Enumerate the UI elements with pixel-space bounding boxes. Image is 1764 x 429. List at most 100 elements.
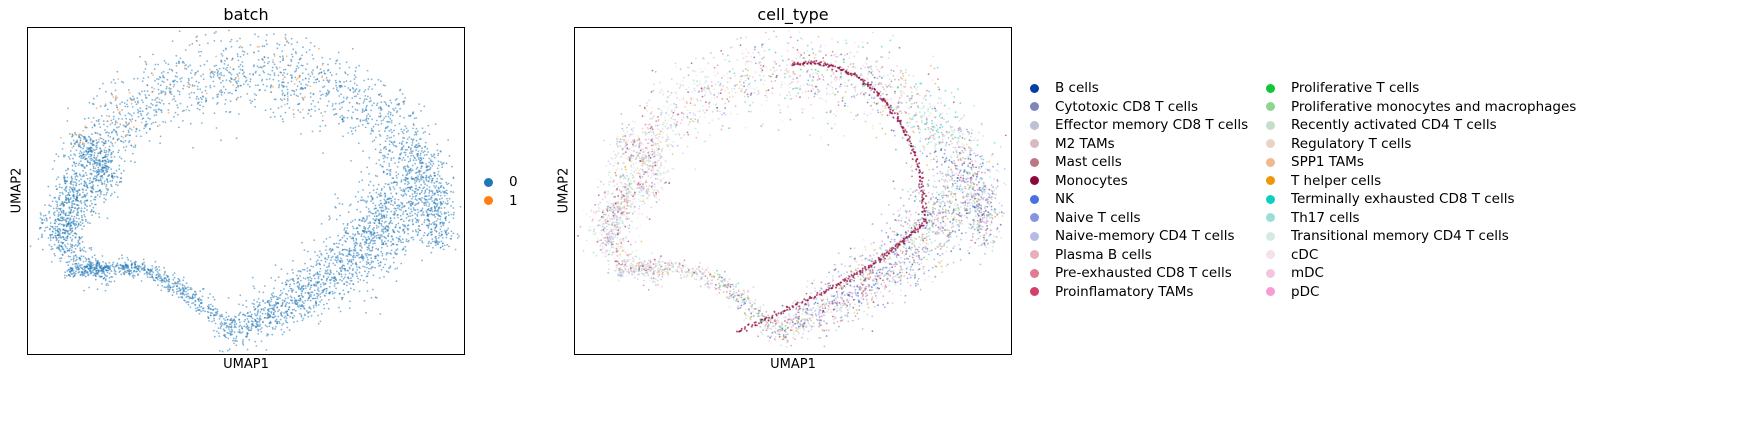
batch-point (148, 269, 150, 272)
batch-point (229, 81, 232, 83)
batch-point (90, 159, 93, 162)
batch-point (437, 218, 439, 220)
batch-point (391, 114, 394, 117)
batch-point (99, 191, 102, 194)
batch-point (283, 316, 286, 319)
batch-point (381, 220, 384, 223)
batch-point (371, 104, 374, 107)
batch-point (330, 256, 333, 259)
batch-point (298, 283, 301, 285)
batch-point (127, 123, 130, 126)
batch-point (318, 47, 320, 50)
batch-point (363, 300, 366, 302)
batch-point (436, 202, 439, 205)
batch-point (381, 204, 384, 207)
batch-point (418, 169, 421, 172)
batch-point (98, 164, 101, 167)
batch-point (142, 77, 145, 79)
batch-point (264, 109, 267, 112)
batch-point (324, 124, 327, 127)
batch-point (69, 236, 72, 239)
batch-point (336, 87, 338, 89)
batch-point (75, 162, 78, 165)
batch-point (346, 224, 349, 227)
batch-point (55, 239, 58, 242)
batch-point (427, 151, 429, 153)
batch-point (363, 79, 366, 82)
batch-point (289, 64, 292, 67)
batch-point (365, 242, 368, 245)
batch-point (444, 232, 447, 235)
batch-point (126, 105, 129, 108)
batch-point (284, 111, 287, 114)
batch-point (335, 81, 338, 84)
batch-point (149, 128, 151, 131)
batch-point (159, 142, 162, 145)
batch-point (361, 124, 364, 126)
batch-point (322, 276, 325, 278)
batch-point (338, 273, 341, 276)
batch-point (62, 228, 64, 231)
batch-point (338, 122, 340, 125)
batch-point (164, 91, 167, 94)
batch-point (115, 169, 118, 172)
batch-point (334, 206, 337, 208)
batch-point (196, 107, 199, 110)
batch-point (309, 41, 312, 44)
batch-point (44, 214, 47, 217)
batch-point (395, 223, 398, 226)
batch-point (313, 76, 315, 79)
batch-point (287, 280, 290, 283)
batch-point (112, 111, 115, 113)
batch-point (220, 324, 223, 327)
batch-point (148, 273, 151, 276)
batch-point (57, 228, 59, 230)
batch-point (67, 224, 70, 227)
batch-point (102, 82, 104, 85)
batch-point (226, 331, 229, 334)
batch-point (87, 274, 90, 276)
batch-point (345, 230, 348, 232)
batch-point (134, 101, 137, 103)
batch-point (327, 100, 330, 103)
batch-point (319, 125, 322, 128)
batch-point (381, 228, 384, 231)
batch-point (409, 188, 412, 191)
batch-point (271, 316, 274, 318)
batch-point (81, 164, 84, 166)
batch-point (402, 211, 405, 213)
batch-point (360, 196, 363, 199)
batch-point (392, 256, 395, 259)
batch-point (307, 292, 310, 295)
batch-point (59, 260, 62, 262)
batch-point (390, 102, 393, 104)
batch-point (405, 177, 408, 179)
batch-point (151, 86, 153, 89)
batch-point (417, 219, 420, 222)
batch-point (438, 190, 440, 193)
batch-point (96, 259, 99, 262)
batch-point (188, 79, 190, 82)
batch-point (50, 233, 52, 236)
batch-point (426, 184, 428, 187)
batch-point (282, 322, 285, 325)
batch-point (127, 266, 129, 269)
batch-point (309, 286, 312, 289)
batch-point (276, 322, 279, 325)
batch-point (114, 99, 117, 101)
batch-point (215, 55, 218, 58)
batch-point (312, 99, 314, 102)
batch-point (297, 277, 300, 280)
batch-point (389, 113, 392, 116)
batch-point (362, 119, 364, 122)
batch-point (456, 233, 459, 236)
batch-point (183, 62, 186, 64)
batch-point (420, 150, 423, 152)
batch-point (281, 299, 284, 302)
batch-point (152, 121, 155, 124)
batch-point (356, 208, 358, 211)
batch-point (396, 103, 398, 106)
batch-point (190, 91, 193, 94)
batch-point (300, 279, 302, 282)
batch-point (274, 264, 277, 267)
